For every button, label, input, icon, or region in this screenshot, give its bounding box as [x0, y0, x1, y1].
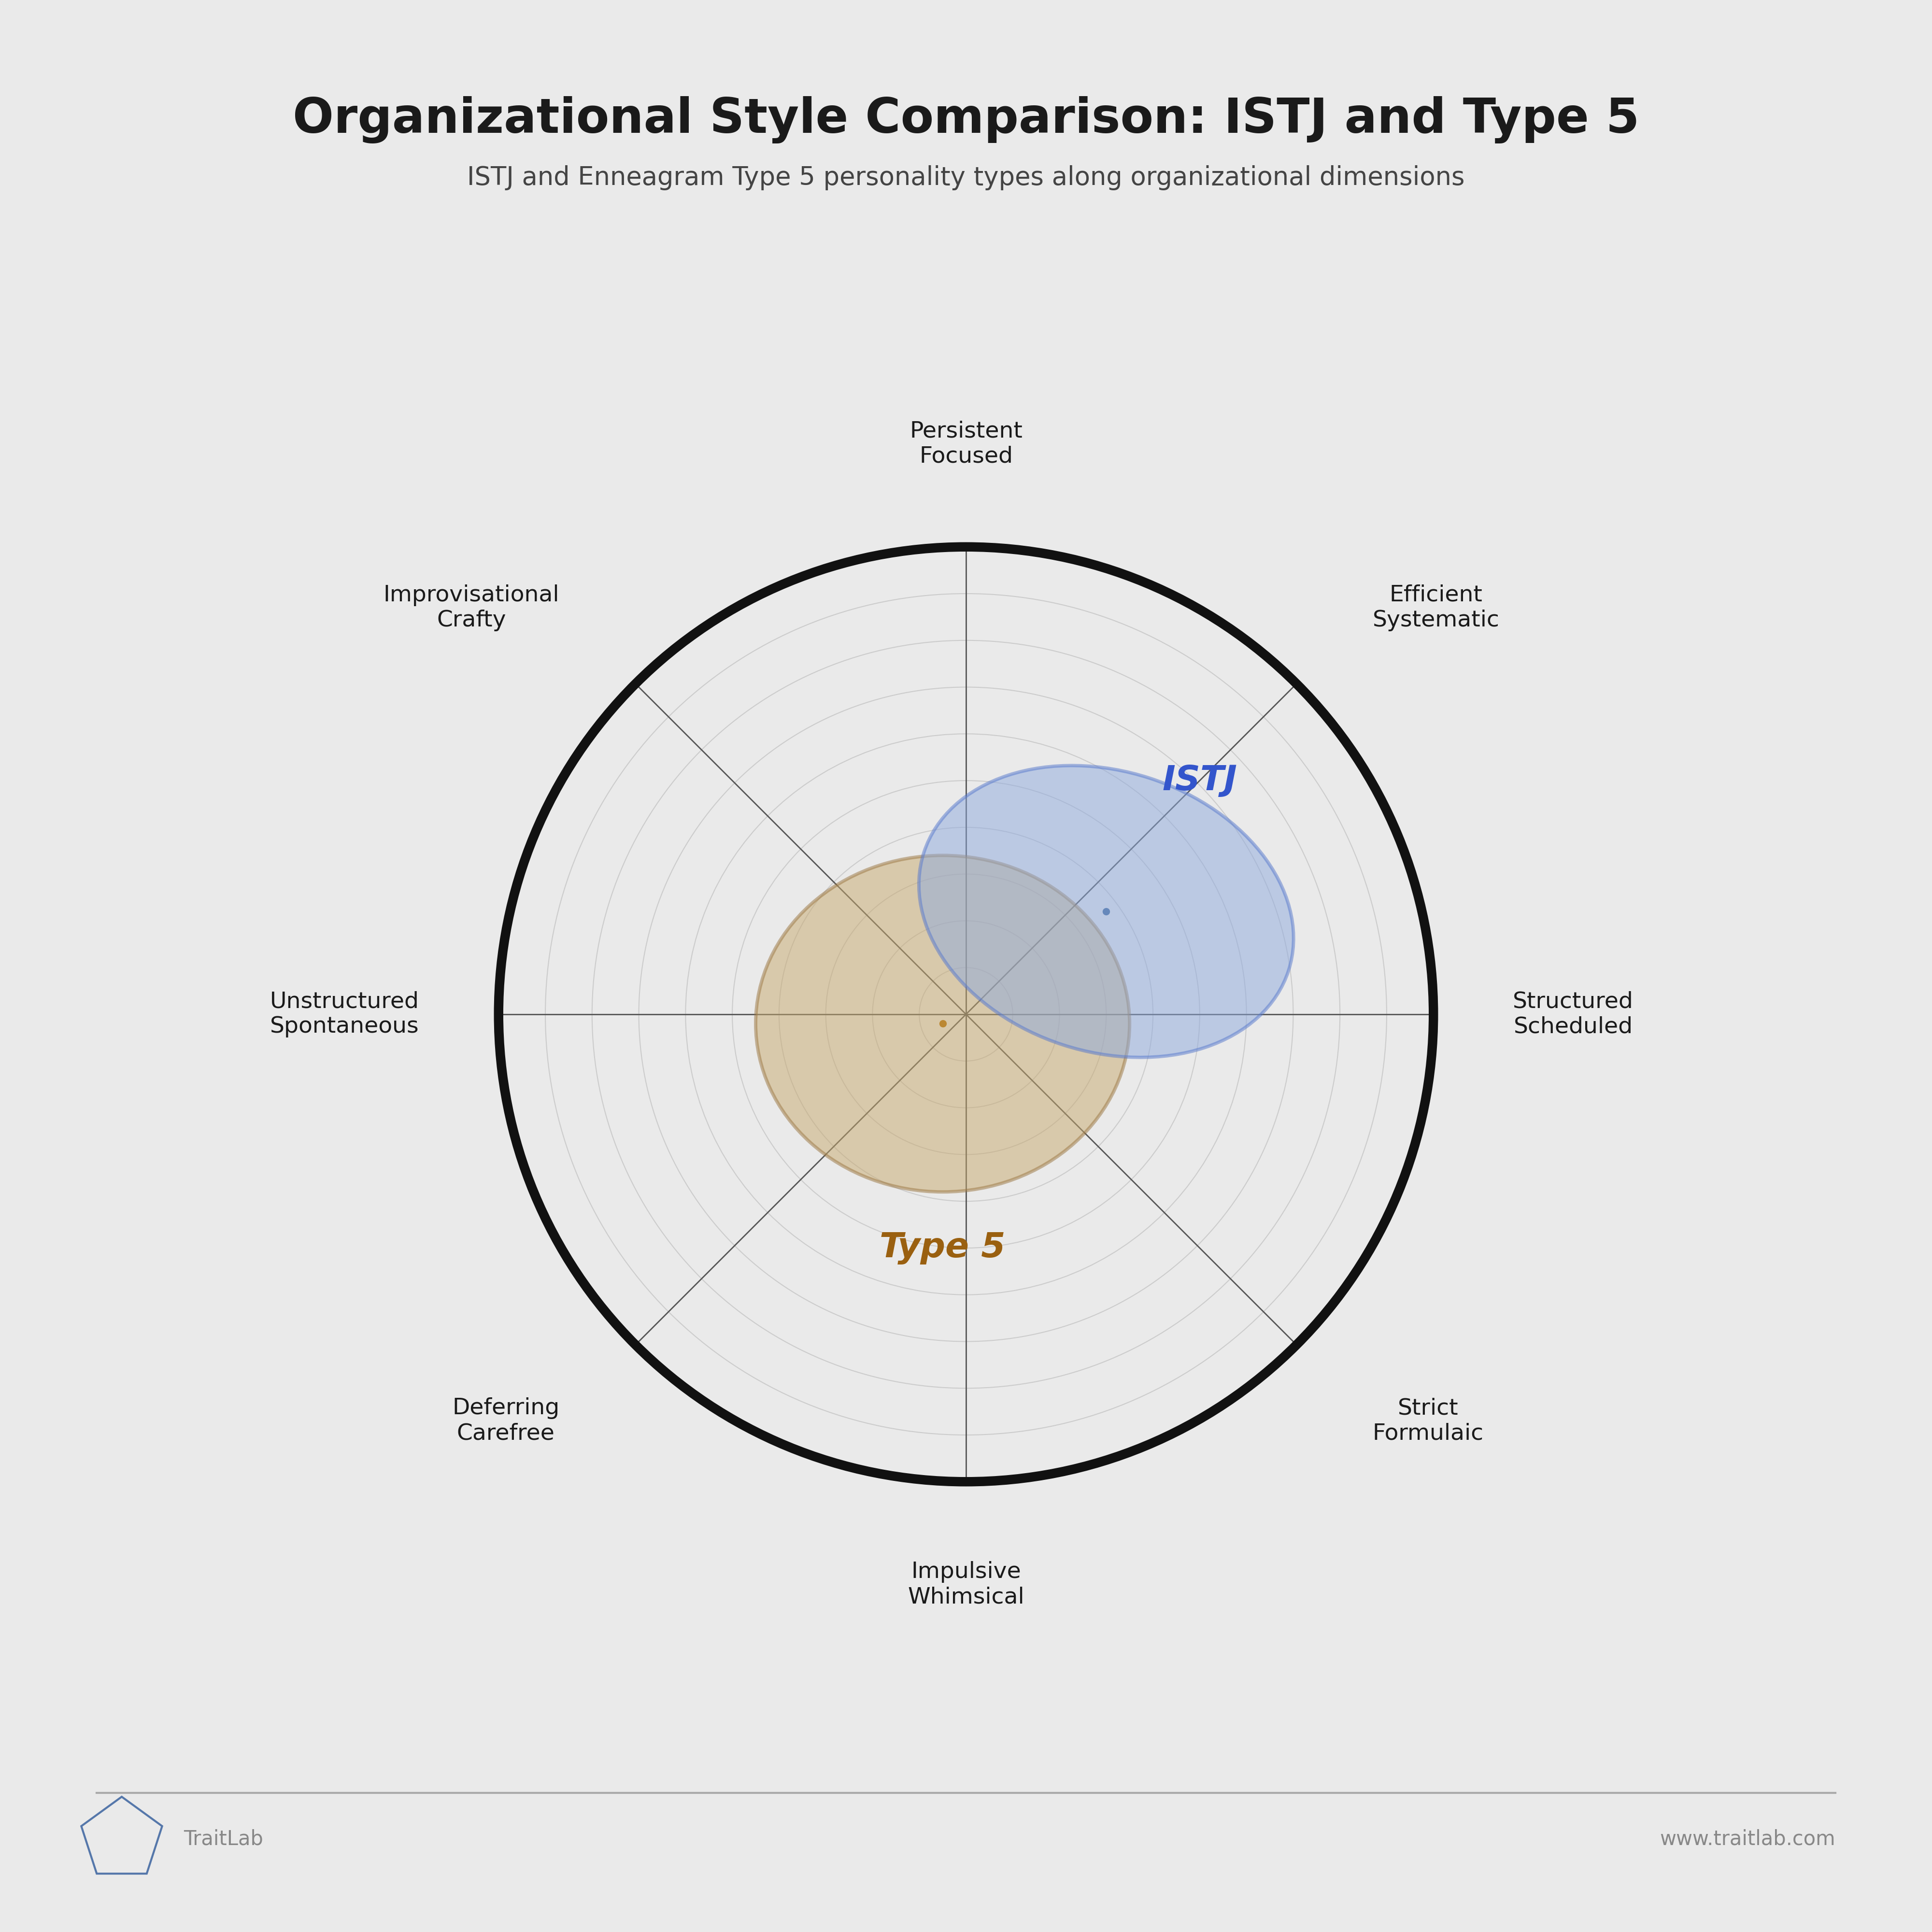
Ellipse shape: [755, 856, 1130, 1192]
Text: ISTJ and Enneagram Type 5 personality types along organizational dimensions: ISTJ and Enneagram Type 5 personality ty…: [468, 166, 1464, 191]
Text: Deferring
Carefree: Deferring Carefree: [452, 1397, 560, 1445]
Text: Improvisational
Crafty: Improvisational Crafty: [383, 583, 560, 632]
Text: Strict
Formulaic: Strict Formulaic: [1372, 1397, 1484, 1445]
Text: Unstructured
Spontaneous: Unstructured Spontaneous: [270, 991, 419, 1037]
Text: Efficient
Systematic: Efficient Systematic: [1372, 583, 1499, 632]
Text: TraitLab: TraitLab: [184, 1830, 263, 1849]
Text: Impulsive
Whimsical: Impulsive Whimsical: [908, 1561, 1024, 1607]
Ellipse shape: [920, 765, 1294, 1057]
Text: Structured
Scheduled: Structured Scheduled: [1513, 991, 1634, 1037]
Text: Persistent
Focused: Persistent Focused: [910, 421, 1022, 468]
Text: www.traitlab.com: www.traitlab.com: [1660, 1830, 1835, 1849]
Text: ISTJ: ISTJ: [1163, 763, 1236, 798]
Text: Organizational Style Comparison: ISTJ and Type 5: Organizational Style Comparison: ISTJ an…: [292, 97, 1640, 143]
Text: Type 5: Type 5: [879, 1231, 1005, 1265]
